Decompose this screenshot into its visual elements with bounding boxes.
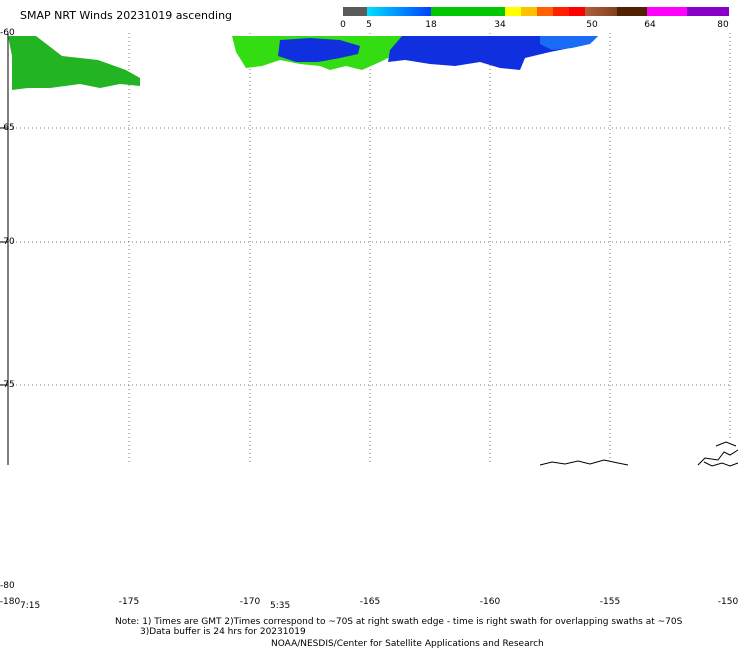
wind-swath-left — [8, 36, 140, 90]
colorbar-label-34: 34 — [494, 20, 506, 30]
lon-label-170: -170 — [239, 597, 261, 607]
latitude-gridlines — [8, 127, 730, 386]
note-line-1: Note: 1) Times are GMT 2)Times correspon… — [115, 617, 683, 627]
lon-label-155: -155 — [599, 597, 621, 607]
colorbar-label-0: 0 — [340, 20, 346, 30]
colorbar-label-18: 18 — [425, 20, 437, 30]
wind-swath-right-edge — [540, 36, 598, 50]
lon-label-165: -165 — [359, 597, 381, 607]
colorbar-label-5: 5 — [366, 20, 372, 30]
lat-label-65: -65 — [0, 123, 15, 133]
lon-label-180: -180 — [0, 597, 21, 607]
wind-swath-middle-core — [278, 38, 360, 62]
map-title: SMAP NRT Winds 20231019 ascending — [20, 9, 233, 22]
lat-tick-marks — [0, 127, 8, 386]
swath-time-2: 5:35 — [270, 601, 291, 611]
lon-label-175: -175 — [118, 597, 140, 607]
lat-label-70: -70 — [0, 237, 15, 247]
lat-label-75: -75 — [0, 380, 15, 390]
note-line-2: 3)Data buffer is 24 hrs for 20231019 — [140, 627, 306, 637]
colorbar-label-80: 80 — [717, 20, 729, 30]
lon-label-150: -150 — [717, 597, 739, 607]
lat-label-60: -60 — [0, 28, 15, 38]
colorbar-label-50: 50 — [586, 20, 598, 30]
colorbar-label-64: 64 — [644, 20, 656, 30]
lon-label-160: -160 — [479, 597, 501, 607]
longitude-gridlines — [128, 33, 731, 465]
lat-label-80: -80 — [0, 581, 15, 591]
coastline — [539, 441, 739, 467]
credit-line: NOAA/NESDIS/Center for Satellite Applica… — [271, 639, 544, 649]
swath-time-1: 7:15 — [20, 601, 41, 611]
wind-speed-colorbar — [343, 7, 729, 16]
